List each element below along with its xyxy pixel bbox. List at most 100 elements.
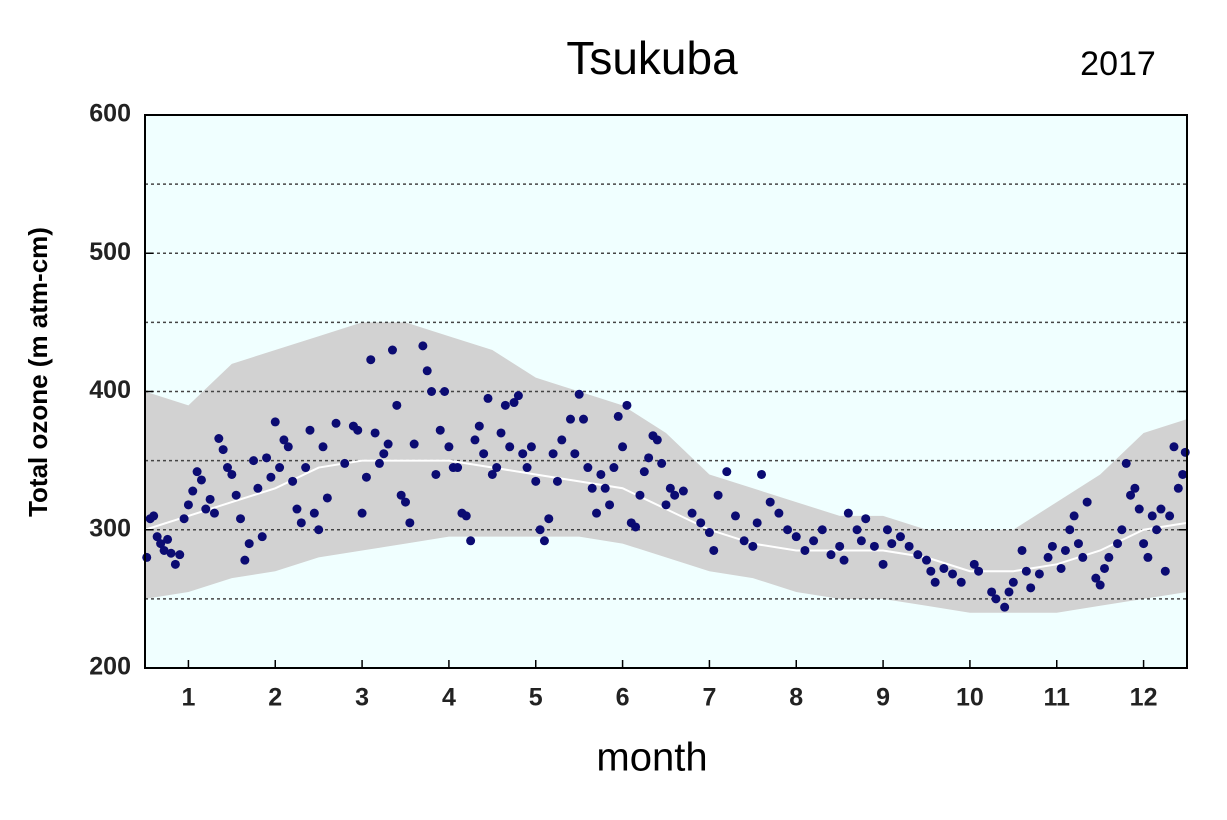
- y-axis-label: Total ozone (m atm-cm): [23, 227, 53, 517]
- data-point: [913, 550, 923, 560]
- data-point: [1017, 545, 1027, 555]
- data-point: [479, 449, 489, 459]
- data-point: [322, 493, 332, 503]
- data-point: [713, 490, 723, 500]
- data-point: [392, 400, 402, 410]
- data-point: [266, 472, 276, 482]
- data-point: [188, 486, 198, 496]
- data-point: [895, 532, 905, 542]
- data-point: [1180, 447, 1190, 457]
- data-point: [1121, 458, 1131, 468]
- data-point: [1004, 587, 1014, 597]
- data-point: [635, 490, 645, 500]
- data-point: [687, 508, 697, 518]
- x-tick-label: 5: [529, 684, 543, 712]
- data-point: [1034, 569, 1044, 579]
- data-point: [613, 411, 623, 421]
- data-point: [565, 414, 575, 424]
- data-point: [179, 514, 189, 524]
- data-point: [309, 508, 319, 518]
- data-point: [240, 555, 250, 565]
- data-point: [596, 469, 606, 479]
- data-point: [522, 463, 532, 473]
- y-tick-label: 400: [89, 376, 131, 404]
- data-point: [444, 442, 454, 452]
- y-tick-label: 500: [89, 238, 131, 266]
- data-point: [1134, 504, 1144, 514]
- x-tick-label: 8: [789, 684, 803, 712]
- data-point: [557, 435, 567, 445]
- data-point: [583, 463, 593, 473]
- data-point: [722, 467, 732, 477]
- data-point: [930, 577, 940, 587]
- data-point: [1126, 490, 1136, 500]
- data-point: [196, 475, 206, 485]
- data-point: [1143, 552, 1153, 562]
- data-point: [353, 425, 363, 435]
- data-point: [1147, 511, 1157, 521]
- data-point: [974, 566, 984, 576]
- data-point: [214, 434, 224, 444]
- data-point: [222, 463, 232, 473]
- data-point: [878, 559, 888, 569]
- data-point: [657, 458, 667, 468]
- data-point: [496, 428, 506, 438]
- data-point: [331, 418, 341, 428]
- data-point: [513, 391, 523, 401]
- data-point: [461, 511, 471, 521]
- data-point: [318, 442, 328, 452]
- data-point: [926, 566, 936, 576]
- data-point: [826, 550, 836, 560]
- data-point: [1156, 504, 1166, 514]
- range-band: [145, 322, 1187, 613]
- data-point: [609, 463, 619, 473]
- data-point: [253, 483, 263, 493]
- data-point: [1047, 541, 1057, 551]
- data-point: [422, 366, 432, 376]
- data-point: [1139, 539, 1149, 549]
- data-point: [904, 541, 914, 551]
- data-point: [509, 398, 519, 408]
- data-point: [288, 476, 298, 486]
- data-point: [622, 400, 632, 410]
- data-point: [1021, 566, 1031, 576]
- data-point: [570, 449, 580, 459]
- data-point: [505, 442, 515, 452]
- y-tick-label: 200: [89, 653, 131, 681]
- data-point: [487, 469, 497, 479]
- data-point: [183, 500, 193, 510]
- data-point: [765, 497, 775, 507]
- data-point: [969, 559, 979, 569]
- data-point: [470, 435, 480, 445]
- data-point: [1100, 563, 1110, 573]
- data-point: [956, 577, 966, 587]
- data-point: [152, 532, 162, 542]
- data-point: [861, 514, 871, 524]
- data-point: [1043, 552, 1053, 562]
- data-point: [817, 525, 827, 535]
- data-point: [1026, 583, 1036, 593]
- data-point: [227, 469, 237, 479]
- data-point: [1104, 552, 1114, 562]
- data-point: [275, 463, 285, 473]
- data-point: [539, 536, 549, 546]
- data-point: [639, 467, 649, 477]
- data-point: [405, 518, 415, 528]
- data-point: [852, 525, 862, 535]
- data-point: [835, 541, 845, 551]
- data-point: [231, 490, 241, 500]
- data-point: [257, 532, 267, 542]
- data-point: [166, 548, 176, 558]
- data-point: [644, 453, 654, 463]
- data-point: [548, 449, 558, 459]
- data-point: [1065, 525, 1075, 535]
- x-tick-label: 7: [702, 684, 716, 712]
- data-point: [340, 458, 350, 468]
- data-point: [1069, 511, 1079, 521]
- data-point: [1000, 602, 1010, 612]
- data-point: [366, 355, 376, 365]
- data-point: [752, 518, 762, 528]
- data-point: [739, 536, 749, 546]
